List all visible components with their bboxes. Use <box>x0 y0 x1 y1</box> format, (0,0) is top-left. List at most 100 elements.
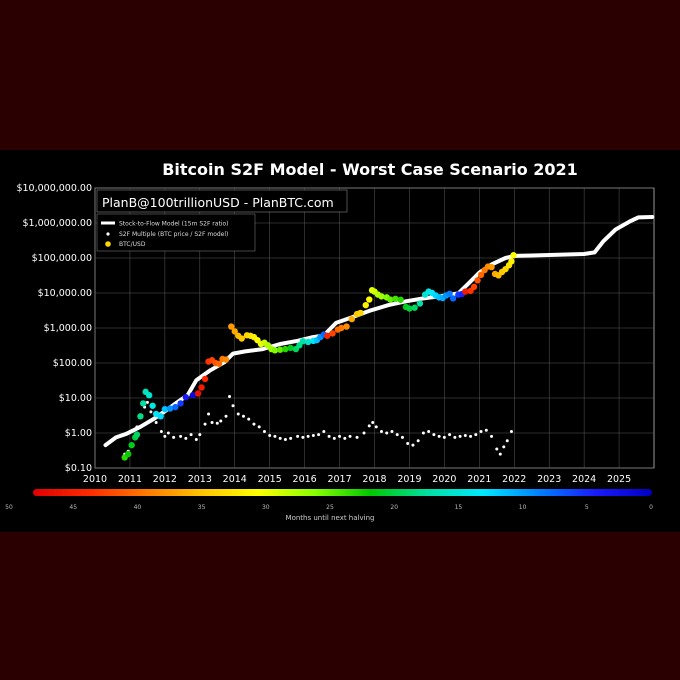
price-point <box>488 263 495 271</box>
price-point <box>338 324 345 332</box>
multiple-point <box>348 434 352 438</box>
multiple-point <box>469 434 473 438</box>
multiple-point <box>219 419 223 423</box>
price-point <box>166 405 174 412</box>
multiple-point <box>432 433 436 437</box>
watermark-box: PlanB@100trillionUSD - PlanBTC.com <box>96 189 348 213</box>
colorbar-tick-label: 5 <box>585 504 589 511</box>
x-tick-label: 2018 <box>362 474 386 485</box>
multiple-point <box>145 400 149 404</box>
multiple-point <box>400 435 404 439</box>
price-point <box>462 288 469 295</box>
multiple-point <box>283 438 287 442</box>
x-tick-label: 2016 <box>293 474 317 485</box>
price-point <box>348 315 355 323</box>
multiple-point <box>479 430 483 434</box>
x-tick-label: 2013 <box>188 474 212 485</box>
x-tick-label: 2023 <box>537 474 561 485</box>
colorbar-tick-label: 0 <box>649 504 653 511</box>
price-point <box>304 338 312 346</box>
y-tick-label: $10.00 <box>59 393 92 404</box>
multiple-point <box>179 434 183 438</box>
y-tick-label: $0.10 <box>65 463 92 474</box>
x-tick-label: 2010 <box>83 474 107 485</box>
price-point <box>357 309 364 317</box>
price-point <box>137 413 144 420</box>
multiple-point <box>474 433 478 437</box>
colorbar-tick-label: 25 <box>326 504 334 511</box>
price-point <box>228 323 235 330</box>
multiple-point <box>268 433 272 437</box>
price-point <box>508 258 515 265</box>
multiple-point <box>215 421 219 425</box>
multiple-point <box>311 433 315 437</box>
multiple-point <box>207 412 211 416</box>
x-tick-label: 2022 <box>502 474 526 485</box>
price-point <box>324 332 331 339</box>
price-point <box>477 271 485 279</box>
multiple-point <box>362 431 366 435</box>
price-point <box>140 400 147 407</box>
multiple-point <box>385 431 389 435</box>
multiple-point <box>184 436 188 440</box>
multiple-point <box>484 428 488 432</box>
multiple-point <box>228 395 232 399</box>
price-point <box>449 295 457 302</box>
multiple-point <box>374 425 378 429</box>
multiple-point <box>505 439 509 443</box>
multiple-point <box>306 434 310 438</box>
x-tick-label: 2025 <box>607 474 631 485</box>
y-tick-label: $1.00 <box>65 428 92 439</box>
price-point <box>299 337 307 345</box>
colorbar-tick-label: 45 <box>69 504 77 511</box>
multiple-point <box>327 434 331 438</box>
colorbar-tick-label: 40 <box>134 504 142 511</box>
multiple-point <box>416 439 420 443</box>
legend-marker-price <box>105 241 111 247</box>
price-point <box>406 305 413 312</box>
multiple-point <box>257 425 261 429</box>
price-point <box>133 431 141 438</box>
y-tick-label: $100.00 <box>53 358 92 369</box>
price-point <box>282 345 289 353</box>
x-axis: 2010 2011 2012 2013 2014 2015 2016 2017 2018 2019… <box>83 474 631 485</box>
x-tick-label: 2019 <box>397 474 421 485</box>
multiple-point <box>236 412 240 416</box>
multiple-point <box>172 435 176 439</box>
multiple-point <box>296 434 300 438</box>
price-point <box>194 390 202 397</box>
multiple-point <box>189 433 193 437</box>
multiple-point <box>509 430 513 434</box>
colorbar-tick-label: 20 <box>390 504 398 511</box>
multiple-point <box>322 430 326 434</box>
x-tick-label: 2014 <box>223 474 247 485</box>
y-tick-label: $10,000,000.00 <box>16 183 92 194</box>
price-point <box>271 347 279 354</box>
price-point <box>387 296 394 303</box>
price-point <box>397 296 404 303</box>
x-tick-label: 2020 <box>432 474 456 485</box>
price-point <box>276 346 284 353</box>
multiple-point <box>301 435 305 439</box>
price-point <box>392 295 399 303</box>
multiple-point <box>442 435 446 439</box>
series-s2f-multiple <box>123 395 513 456</box>
multiple-point <box>490 434 494 438</box>
y-tick-label: $1,000,000.00 <box>22 218 92 229</box>
price-point <box>366 296 373 303</box>
x-tick-label: 2024 <box>572 474 596 485</box>
price-point <box>157 413 164 420</box>
multiple-point <box>332 436 336 440</box>
price-point <box>474 277 481 284</box>
multiple-point <box>278 436 282 440</box>
legend: Stock-to-Flow Model (15m S2F ratio) S2F … <box>96 213 256 252</box>
colorbar-tick-label: 15 <box>455 504 463 511</box>
legend-label-multiple: S2F Multiple (BTC price / S2F model) <box>119 231 228 238</box>
colorbar-tick-label: 30 <box>262 504 270 511</box>
price-point <box>416 300 424 307</box>
multiple-point <box>498 452 502 456</box>
price-point <box>470 283 478 291</box>
colorbar <box>33 489 652 496</box>
price-point <box>215 360 223 367</box>
price-point <box>287 344 294 352</box>
